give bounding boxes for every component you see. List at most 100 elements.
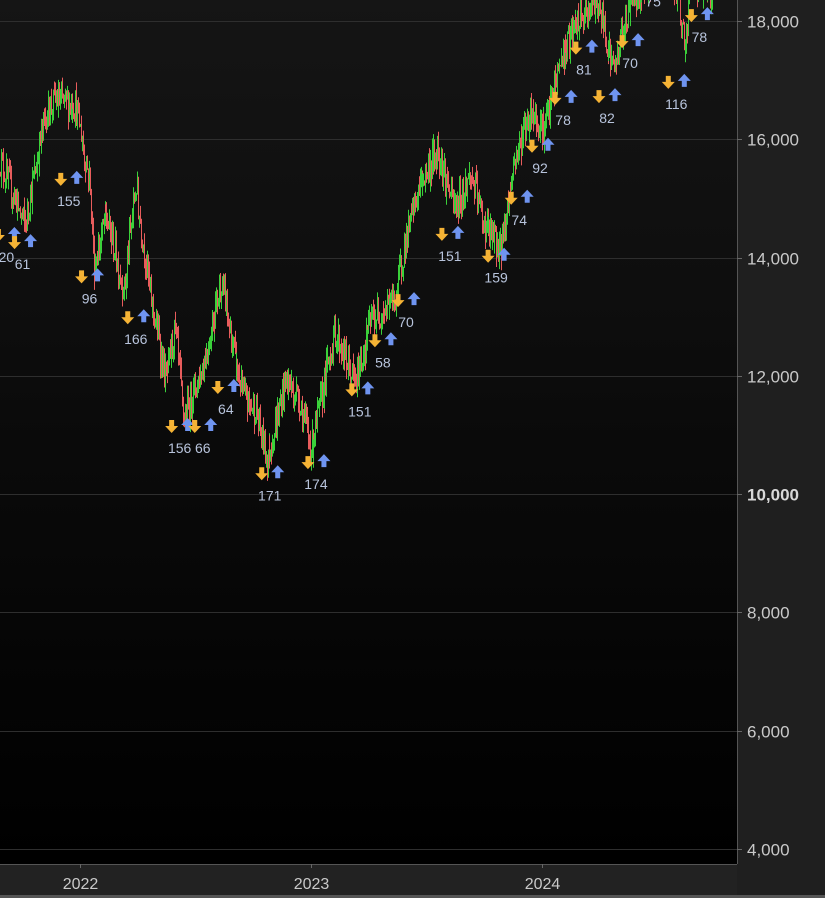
y-tick-label: 10,000 [747, 486, 799, 505]
signal-marker: 61 [8, 234, 38, 272]
down-arrow-icon [165, 420, 179, 434]
signal-count-label: 151 [348, 403, 372, 419]
up-arrow-icon [271, 465, 285, 479]
up-arrow-icon [384, 332, 398, 346]
signal-count-label: 156 [168, 440, 192, 456]
signal-marker: 82 [592, 88, 622, 126]
up-arrow-icon [7, 227, 21, 241]
down-arrow-icon [211, 380, 225, 394]
signal-count-label: 82 [599, 110, 615, 126]
signal-marker: 81 [569, 39, 599, 78]
signal-count-label: 20 [0, 249, 14, 265]
x-tick-label: 2022 [63, 876, 99, 893]
signal-marker: 166 [121, 309, 151, 347]
signal-count-label: 171 [258, 487, 282, 503]
signal-marker: 155 [54, 170, 84, 209]
up-arrow-icon [361, 381, 375, 395]
y-tick-label: 14,000 [747, 250, 799, 269]
y-tick-label: 12,000 [747, 368, 799, 387]
x-tick-label: 2024 [525, 876, 561, 893]
up-arrow-icon [407, 292, 421, 306]
down-arrow-icon [0, 229, 5, 241]
down-arrow-icon [75, 270, 89, 284]
up-arrow-icon [585, 39, 599, 53]
up-arrow-icon [677, 73, 691, 87]
down-arrow-icon [255, 467, 269, 481]
down-arrow-icon [481, 249, 495, 263]
down-arrow-icon [592, 90, 606, 104]
signal-count-label: 61 [15, 256, 31, 272]
signal-marker: 78 [548, 89, 578, 128]
up-arrow-icon [24, 234, 38, 248]
signal-count-label: 151 [438, 248, 462, 264]
down-arrow-icon [615, 35, 629, 49]
signal-count-label: 58 [375, 354, 391, 370]
down-arrow-icon [8, 236, 22, 250]
signal-marker: 92 [525, 137, 555, 176]
signal-count-label: 166 [124, 331, 148, 347]
up-arrow-icon [497, 247, 511, 261]
up-arrow-icon [564, 89, 578, 103]
up-arrow-icon [227, 378, 241, 392]
signal-count-label: 78 [692, 29, 708, 45]
signal-count-label: 174 [304, 476, 328, 492]
down-arrow-icon [54, 172, 68, 186]
signal-marker: 151 [345, 381, 375, 419]
signal-marker: 75 [645, 0, 661, 10]
up-arrow-icon [608, 88, 622, 102]
signal-marker: 96 [75, 268, 105, 306]
down-arrow-icon [435, 227, 449, 241]
up-arrow-icon [137, 309, 151, 323]
up-arrow-icon [91, 268, 105, 282]
down-arrow-icon [569, 41, 583, 55]
signal-count-label: 70 [622, 55, 638, 71]
signal-marker: 70 [615, 33, 645, 71]
up-arrow-icon [181, 418, 195, 432]
signal-marker: 171 [255, 465, 285, 503]
signal-marker: 78 [684, 7, 714, 45]
signal-marker: 66 [188, 418, 218, 456]
down-arrow-icon [548, 91, 562, 105]
signal-marker: 64 [211, 378, 241, 417]
signal-marker: 58 [368, 332, 398, 370]
down-arrow-icon [368, 334, 382, 348]
y-axis-panel[interactable] [737, 0, 825, 898]
down-arrow-icon [684, 9, 698, 23]
bottom-scrollbar[interactable] [0, 895, 825, 898]
signal-count-label: 159 [484, 270, 508, 286]
signal-marker: 70 [391, 292, 421, 330]
down-arrow-icon [525, 139, 539, 153]
y-tick-label: 6,000 [747, 723, 790, 742]
up-arrow-icon [451, 225, 465, 239]
up-arrow-icon [204, 418, 218, 432]
signal-count-label: 70 [398, 314, 414, 330]
down-arrow-icon [121, 311, 135, 325]
up-arrow-icon [541, 137, 555, 151]
down-arrow-icon [188, 420, 202, 434]
down-arrow-icon [301, 456, 315, 470]
signal-count-label: 81 [576, 62, 592, 78]
x-axis-panel[interactable] [0, 864, 737, 898]
y-tick-label: 18,000 [747, 13, 799, 32]
signal-marker: 151 [435, 225, 465, 264]
y-tick-label: 8,000 [747, 604, 790, 623]
down-arrow-icon [345, 383, 359, 397]
signal-marker: 174 [301, 454, 331, 492]
y-tick-label: 4,000 [747, 841, 790, 860]
signal-marker: 116 [661, 73, 691, 112]
down-arrow-icon [504, 191, 518, 205]
down-arrow-icon [661, 75, 675, 89]
x-tick-label: 2023 [294, 876, 330, 893]
signal-count-label: 92 [532, 160, 548, 176]
up-arrow-icon [700, 7, 714, 21]
signal-count-label: 155 [57, 193, 81, 209]
signal-count-label: 116 [665, 96, 688, 112]
signal-count-label: 78 [555, 112, 571, 128]
signal-count-label: 75 [645, 0, 661, 10]
y-tick-label: 16,000 [747, 131, 799, 150]
signal-marker: 20 [0, 227, 21, 265]
plot-area[interactable] [0, 0, 737, 864]
signal-marker: 74 [504, 189, 534, 228]
up-arrow-icon [520, 189, 534, 203]
